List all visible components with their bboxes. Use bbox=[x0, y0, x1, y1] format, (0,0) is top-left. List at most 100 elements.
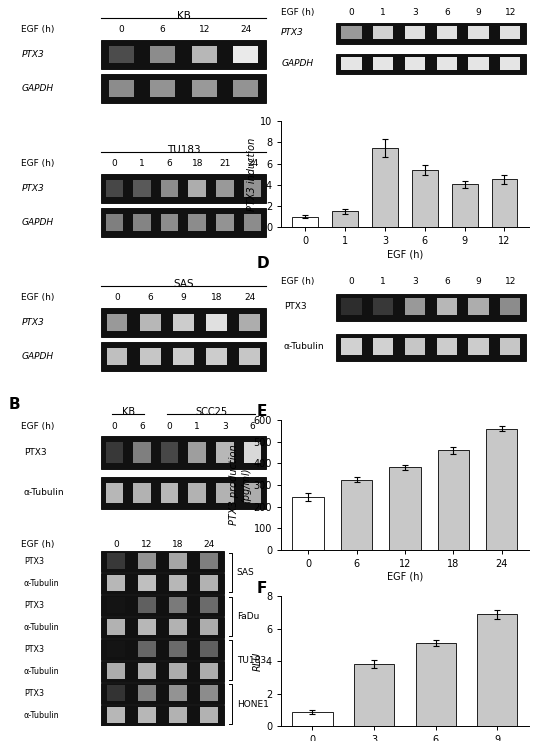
Bar bbox=[100, 74, 266, 103]
Bar bbox=[437, 338, 457, 355]
Bar bbox=[341, 479, 372, 550]
Bar bbox=[373, 26, 394, 39]
Bar bbox=[293, 216, 318, 227]
Bar bbox=[107, 663, 125, 679]
Bar bbox=[405, 298, 425, 315]
Text: EGF (h): EGF (h) bbox=[21, 293, 54, 302]
Bar bbox=[200, 663, 218, 679]
Bar bbox=[500, 26, 521, 39]
Bar bbox=[169, 663, 187, 679]
Text: 1: 1 bbox=[139, 159, 145, 167]
Bar bbox=[332, 211, 358, 227]
Bar bbox=[244, 214, 261, 231]
Bar bbox=[233, 47, 258, 63]
Bar bbox=[169, 685, 187, 701]
Bar bbox=[468, 338, 489, 355]
Text: SCC25: SCC25 bbox=[195, 408, 227, 417]
Bar bbox=[500, 298, 521, 315]
Text: PTX3: PTX3 bbox=[21, 50, 44, 59]
Bar bbox=[107, 554, 125, 569]
Text: PTX3: PTX3 bbox=[21, 318, 44, 327]
Bar bbox=[169, 554, 187, 569]
Text: EGF (h): EGF (h) bbox=[281, 8, 315, 17]
Text: 9: 9 bbox=[180, 293, 186, 302]
Text: HONE1: HONE1 bbox=[237, 700, 269, 708]
Text: PTX3: PTX3 bbox=[24, 601, 44, 610]
Bar bbox=[100, 551, 224, 572]
Text: SAS: SAS bbox=[173, 279, 194, 289]
Text: 12: 12 bbox=[142, 540, 153, 549]
Text: F: F bbox=[256, 581, 267, 596]
Text: 6: 6 bbox=[160, 25, 166, 34]
Text: FaDu: FaDu bbox=[237, 612, 259, 621]
Bar bbox=[100, 174, 266, 203]
Bar bbox=[468, 298, 489, 315]
Bar bbox=[100, 40, 266, 69]
Text: PTX3: PTX3 bbox=[24, 645, 44, 654]
Bar bbox=[216, 442, 234, 463]
X-axis label: EGF (h): EGF (h) bbox=[387, 572, 423, 582]
Text: 0: 0 bbox=[349, 277, 355, 286]
Bar bbox=[373, 338, 394, 355]
Bar bbox=[138, 663, 156, 679]
Y-axis label: RLU: RLU bbox=[253, 651, 263, 671]
Bar bbox=[336, 23, 526, 44]
Text: 12: 12 bbox=[199, 25, 210, 34]
Text: 6: 6 bbox=[167, 159, 172, 167]
Bar bbox=[106, 482, 123, 503]
Bar bbox=[140, 348, 161, 365]
Text: α-Tubulin: α-Tubulin bbox=[24, 711, 59, 720]
Text: GAPDH: GAPDH bbox=[21, 84, 53, 93]
Text: GAPDH: GAPDH bbox=[21, 352, 53, 361]
Bar bbox=[100, 705, 224, 725]
Text: 0: 0 bbox=[113, 540, 119, 549]
Bar bbox=[500, 338, 521, 355]
Text: 6: 6 bbox=[444, 277, 450, 286]
Bar bbox=[107, 685, 125, 701]
Bar bbox=[161, 482, 178, 503]
Bar bbox=[106, 214, 123, 231]
Bar bbox=[341, 298, 362, 315]
Text: PTX3: PTX3 bbox=[284, 302, 307, 311]
Bar bbox=[200, 597, 218, 614]
Bar bbox=[169, 576, 187, 591]
Bar bbox=[100, 595, 224, 616]
Text: SAS: SAS bbox=[237, 568, 254, 576]
Text: 0: 0 bbox=[112, 159, 117, 167]
Bar bbox=[100, 476, 266, 509]
Bar bbox=[468, 57, 489, 70]
Bar bbox=[293, 496, 324, 550]
Bar bbox=[133, 442, 151, 463]
Bar bbox=[106, 442, 123, 463]
Text: 6: 6 bbox=[250, 422, 255, 431]
Text: PTX3: PTX3 bbox=[24, 448, 46, 457]
Bar bbox=[150, 47, 175, 63]
Text: 12: 12 bbox=[505, 277, 516, 286]
Text: PTX3: PTX3 bbox=[21, 184, 44, 193]
Text: 3: 3 bbox=[412, 8, 418, 17]
Bar bbox=[468, 26, 489, 39]
Text: D: D bbox=[256, 256, 269, 270]
Bar bbox=[437, 26, 457, 39]
Text: 18: 18 bbox=[192, 159, 203, 167]
Bar bbox=[133, 482, 151, 503]
Bar bbox=[341, 26, 362, 39]
Bar bbox=[107, 597, 125, 614]
Bar bbox=[100, 436, 266, 468]
Bar bbox=[373, 57, 394, 70]
Bar bbox=[140, 314, 161, 330]
Text: 0: 0 bbox=[119, 25, 124, 34]
Text: α-Tubulin: α-Tubulin bbox=[24, 667, 59, 676]
Bar bbox=[107, 314, 128, 330]
Text: 6: 6 bbox=[444, 8, 450, 17]
Text: 24: 24 bbox=[244, 293, 255, 302]
Bar bbox=[109, 47, 134, 63]
Bar bbox=[233, 81, 258, 97]
Bar bbox=[100, 342, 266, 370]
Y-axis label: PTX3 induction: PTX3 induction bbox=[247, 138, 257, 210]
Text: TU183: TU183 bbox=[237, 656, 266, 665]
Bar bbox=[500, 57, 521, 70]
Bar bbox=[133, 214, 151, 231]
Bar bbox=[138, 685, 156, 701]
Text: PTX3: PTX3 bbox=[24, 557, 44, 566]
